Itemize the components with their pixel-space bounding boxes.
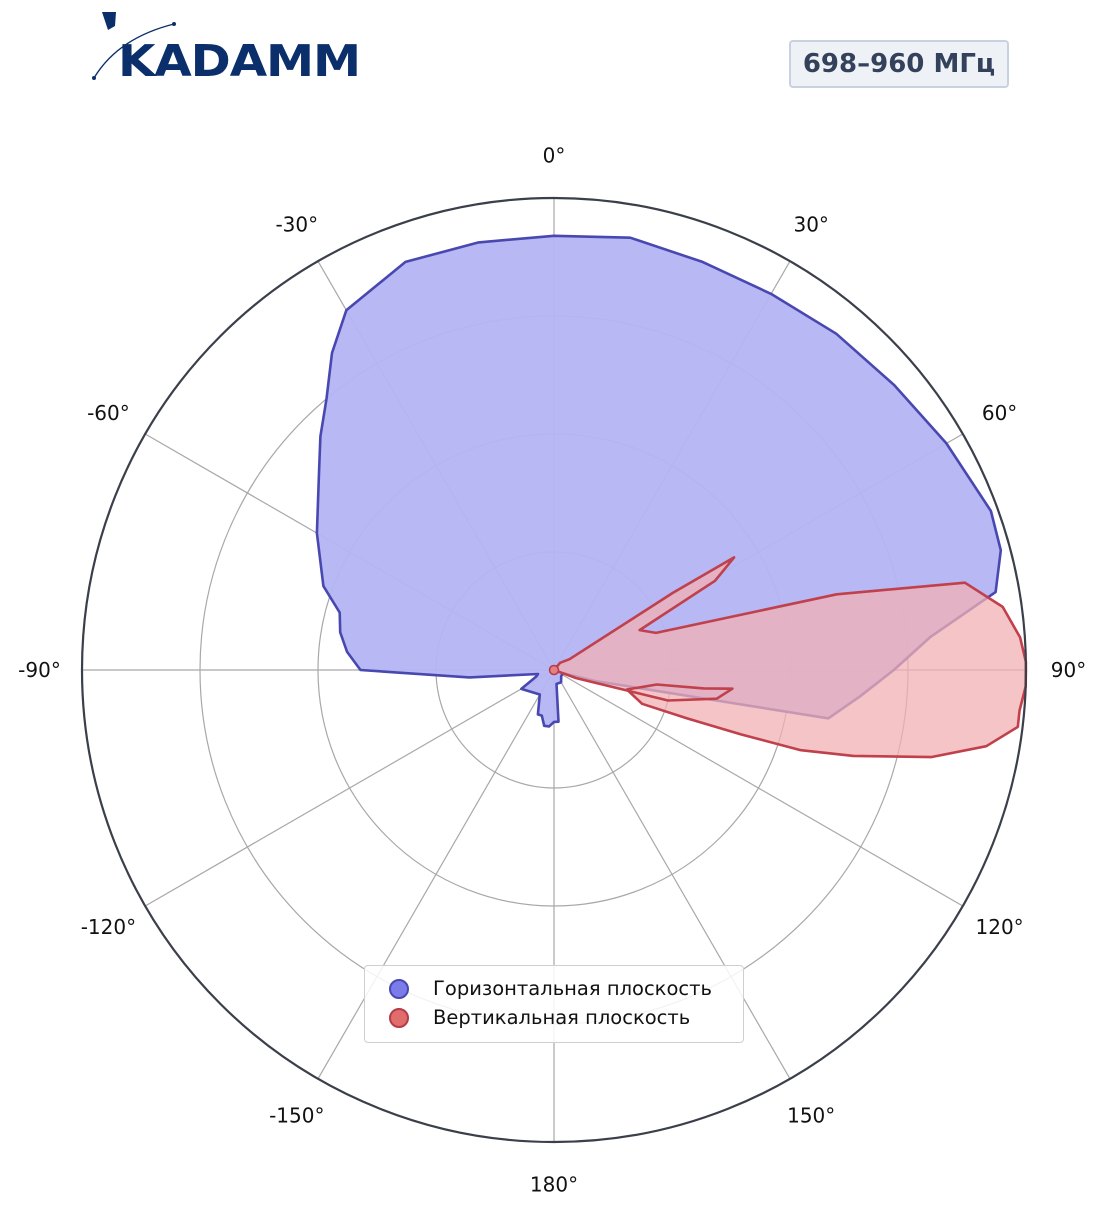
kadamm-logo: KADAMM [88,8,368,88]
angle-label: 90° [1051,658,1086,682]
legend: Горизонтальная плоскость Вертикальная пл… [364,965,744,1043]
grid-spoke [553,669,964,907]
angle-label: 120° [976,915,1024,939]
legend-marker-horizontal [389,978,409,999]
angle-label: -30° [275,212,318,236]
angle-label: 60° [982,401,1017,425]
grid-spoke [553,669,791,1080]
frequency-badge-text: 698–960 МГц [802,49,996,79]
legend-item-horizontal: Горизонтальная плоскость [377,974,731,1003]
outer-ring [80,196,1028,1144]
polar-center-marker [548,664,560,676]
series-layer [80,196,1028,1144]
angle-label: -60° [87,401,130,425]
frequency-badge: 698–960 МГц [789,40,1009,88]
angle-label: 0° [543,144,566,168]
angle-label: 180° [530,1173,578,1197]
legend-item-vertical: Вертикальная плоскость [377,1003,731,1032]
angle-label: -120° [81,915,136,939]
series-vertical-shape [552,556,1028,759]
angle-labels: 0° 30° 60° 90° 120° 150° 180° -150° -120° -90° -60… [18,144,1086,1197]
grid-spoke [144,669,555,907]
angle-label: -90° [18,658,61,682]
kadamm-logo-graphic: KADAMM [92,12,361,87]
legend-label-vertical: Вертикальная плоскость [433,1006,691,1029]
angle-label: 30° [793,212,828,236]
angle-label: 150° [787,1104,835,1128]
angle-label: -150° [269,1104,324,1128]
grid-spoke [317,669,555,1080]
legend-marker-vertical [389,1007,409,1028]
logo-text: KADAMM [118,36,360,87]
legend-label-horizontal: Горизонтальная плоскость [433,977,712,1000]
